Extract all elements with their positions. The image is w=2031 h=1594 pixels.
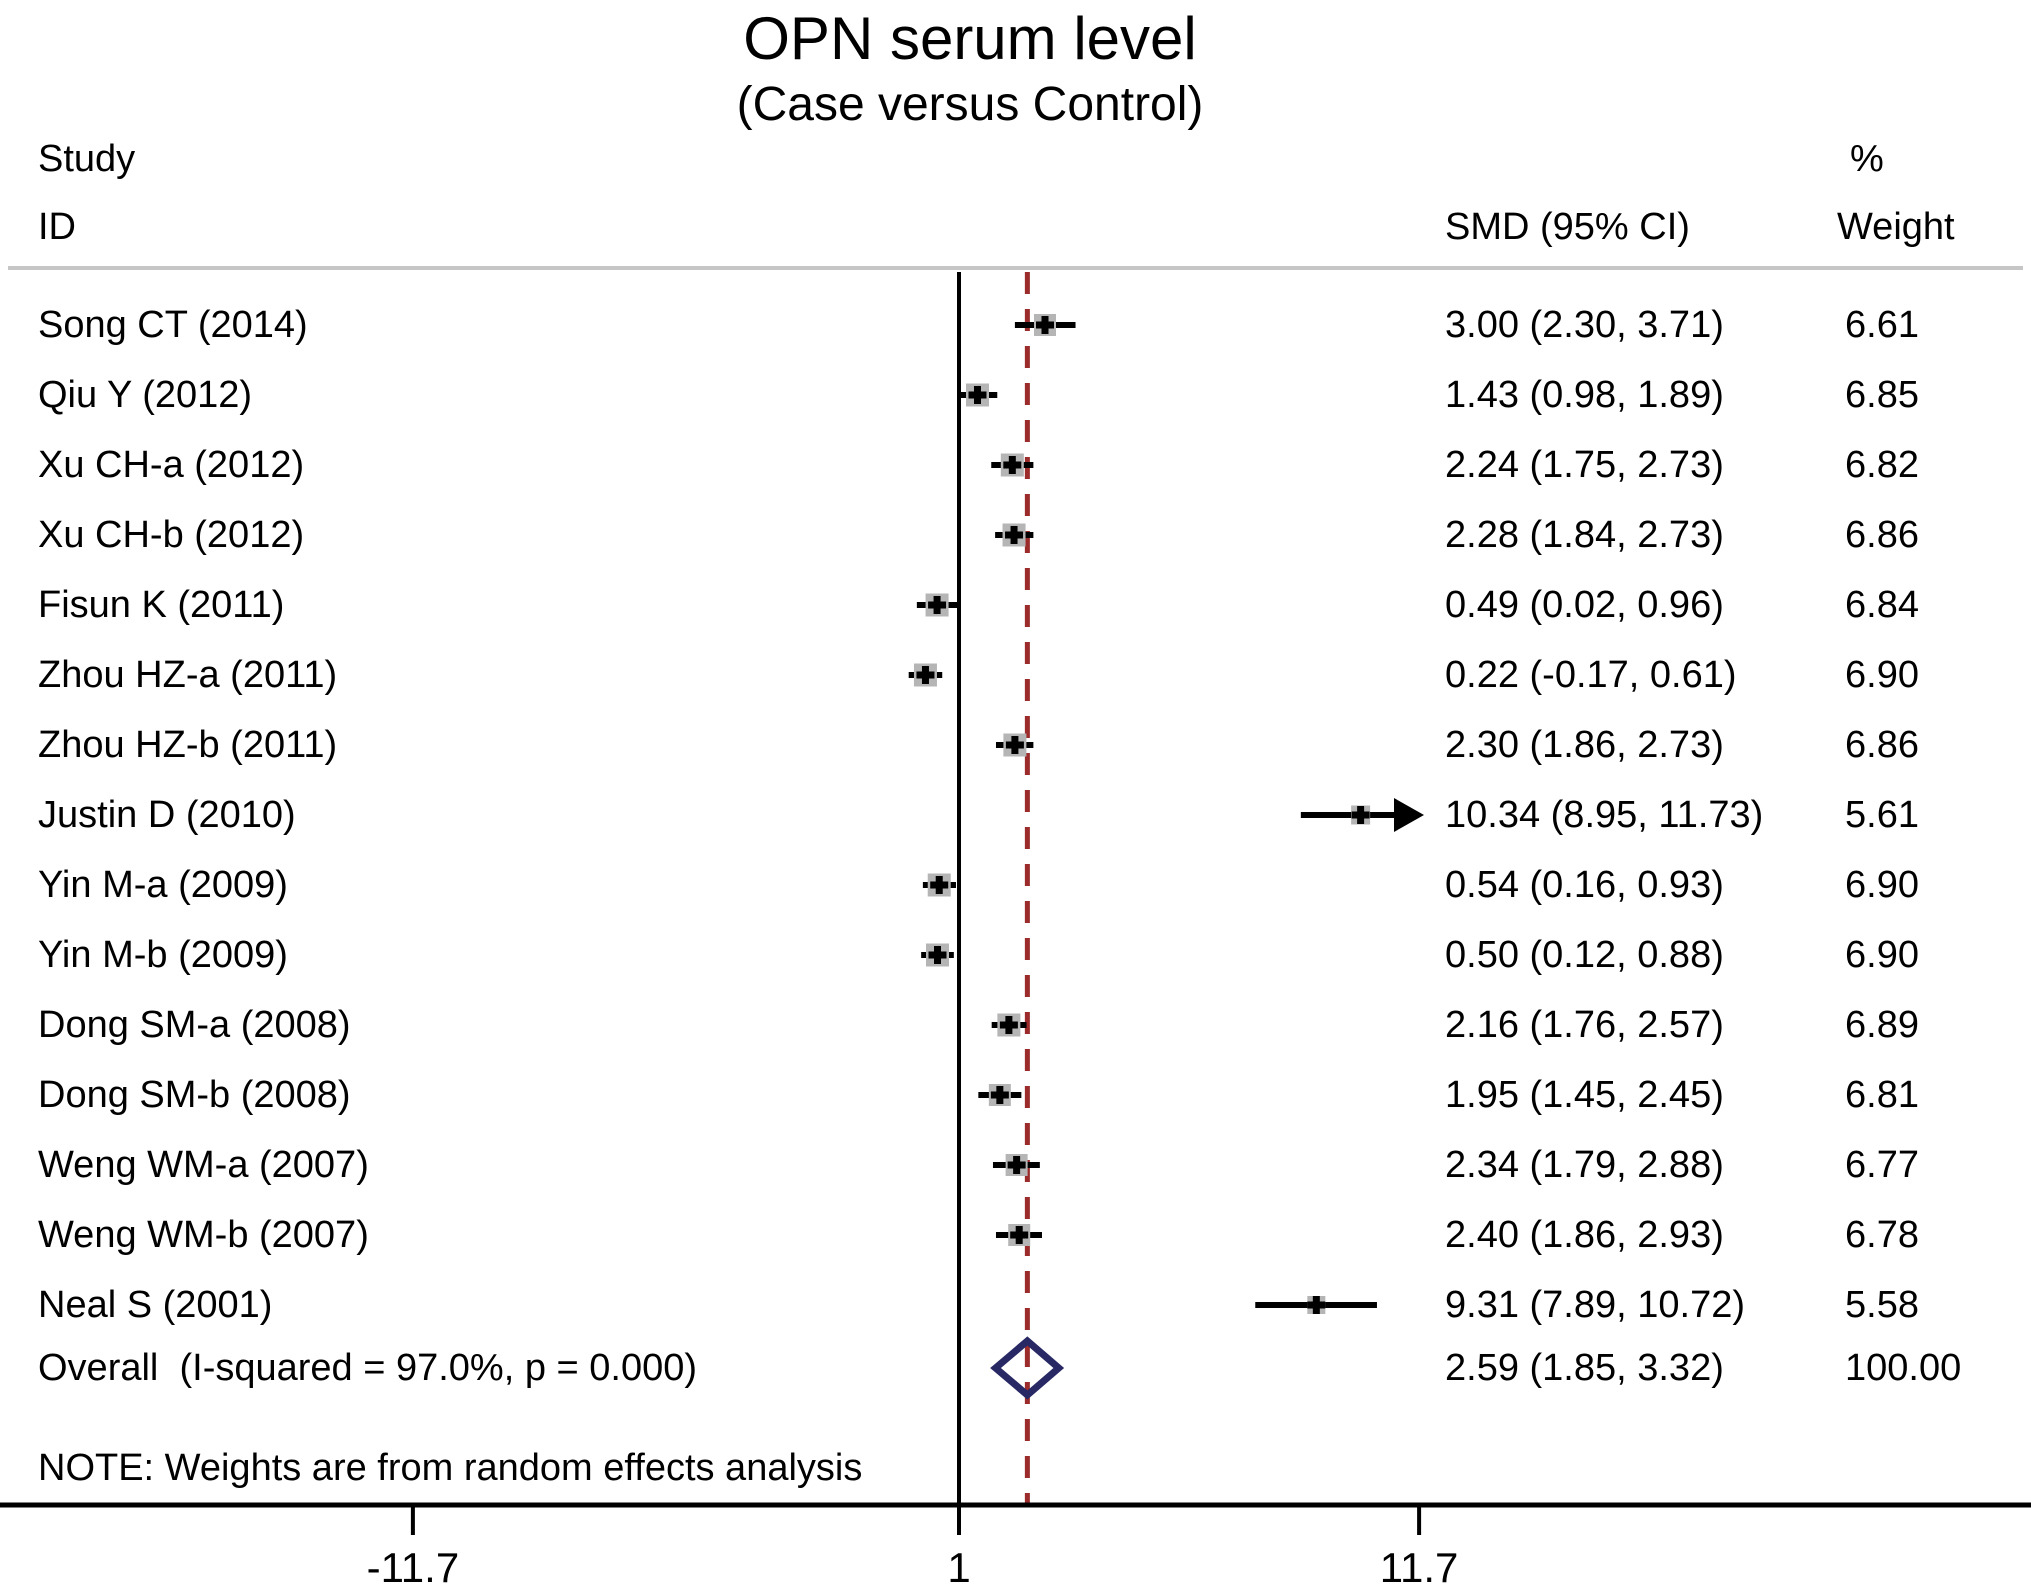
point-estimate-marker: [1010, 526, 1018, 544]
point-estimate-marker: [1015, 1226, 1023, 1244]
study-weight-text: 6.90: [1845, 864, 1919, 906]
study-row-label: Qiu Y (2012): [38, 374, 253, 416]
study-weight-text: 6.82: [1845, 444, 1919, 486]
study-row-label: Yin M-b (2009): [38, 934, 288, 976]
study-weight-text: 6.85: [1845, 374, 1919, 416]
study-smd-text: 0.54 (0.16, 0.93): [1445, 864, 1724, 906]
study-smd-text: 0.49 (0.02, 0.96): [1445, 584, 1724, 626]
study-row-label: Neal S (2001): [38, 1284, 273, 1326]
study-row-label: Xu CH-b (2012): [38, 514, 305, 556]
point-estimate-marker: [935, 876, 943, 894]
study-smd-text: 2.30 (1.86, 2.73): [1445, 724, 1724, 766]
column-header-percent: %: [1850, 138, 1884, 180]
study-weight-text: 6.61: [1845, 304, 1919, 346]
overall-diamond: [990, 1336, 1065, 1400]
column-header-study: Study: [38, 138, 136, 180]
study-row-label: Zhou HZ-a (2011): [38, 654, 338, 696]
study-smd-text: 2.28 (1.84, 2.73): [1445, 514, 1724, 556]
study-row-label: Song CT (2014): [38, 304, 308, 346]
study-smd-text: 3.00 (2.30, 3.71): [1445, 304, 1724, 346]
study-row-label: Weng WM-a (2007): [38, 1144, 369, 1186]
study-smd-text: 2.34 (1.79, 2.88): [1445, 1144, 1724, 1186]
study-smd-text: 9.31 (7.89, 10.72): [1445, 1284, 1745, 1326]
study-smd-text: 2.40 (1.86, 2.93): [1445, 1214, 1724, 1256]
study-row-label: Zhou HZ-b (2011): [38, 724, 338, 766]
study-weight-text: 6.86: [1845, 514, 1919, 556]
study-smd-text: 1.43 (0.98, 1.89): [1445, 374, 1724, 416]
column-header-id: ID: [38, 206, 76, 248]
study-smd-text: 0.50 (0.12, 0.88): [1445, 934, 1724, 976]
point-estimate-marker: [921, 666, 929, 684]
random-effects-note: NOTE: Weights are from random effects an…: [38, 1447, 863, 1489]
point-estimate-marker: [933, 596, 941, 614]
point-estimate-marker: [934, 946, 941, 964]
study-weight-text: 6.77: [1845, 1144, 1919, 1186]
point-estimate-marker: [1041, 316, 1049, 334]
point-estimate-marker: [1008, 456, 1016, 474]
study-smd-text: 10.34 (8.95, 11.73): [1445, 794, 1764, 836]
chart-subtitle: (Case versus Control): [736, 78, 1204, 131]
study-weight-text: 5.58: [1845, 1284, 1919, 1326]
study-weight-text: 6.90: [1845, 654, 1919, 696]
study-smd-text: 2.16 (1.76, 2.57): [1445, 1004, 1724, 1046]
point-estimate-marker: [996, 1086, 1004, 1104]
study-row-label: Xu CH-a (2012): [38, 444, 305, 486]
study-weight-text: 6.86: [1845, 724, 1919, 766]
x-axis-tick-label: 1: [947, 1544, 971, 1591]
study-weight-text: 6.81: [1845, 1074, 1919, 1116]
point-estimate-marker: [1005, 1016, 1013, 1034]
study-weight-text: 6.78: [1845, 1214, 1919, 1256]
study-weight-text: 5.61: [1845, 794, 1919, 836]
study-weight-text: 6.90: [1845, 934, 1919, 976]
study-row-label: Dong SM-a (2008): [38, 1004, 351, 1046]
point-estimate-marker: [1312, 1296, 1320, 1314]
study-row-label: Fisun K (2011): [38, 584, 285, 626]
study-smd-text: 1.95 (1.45, 2.45): [1445, 1074, 1724, 1116]
point-estimate-marker: [1013, 1156, 1021, 1174]
ci-arrow-right: [1394, 798, 1424, 832]
column-header-weight: Weight: [1837, 206, 1955, 248]
study-weight-text: 6.89: [1845, 1004, 1919, 1046]
study-smd-text: 0.22 (-0.17, 0.61): [1445, 654, 1737, 696]
study-smd-text: 2.24 (1.75, 2.73): [1445, 444, 1724, 486]
overall-row-label: Overall (I-squared = 97.0%, p = 0.000): [38, 1347, 698, 1389]
point-estimate-marker: [973, 386, 981, 404]
study-weight-text: 6.84: [1845, 584, 1919, 626]
study-row-label: Weng WM-b (2007): [38, 1214, 369, 1256]
chart-title: OPN serum level: [743, 5, 1197, 72]
column-header-smd: SMD (95% CI): [1445, 206, 1690, 248]
point-estimate-marker: [1357, 806, 1365, 824]
point-estimate-marker: [1011, 736, 1019, 754]
overall-smd-text: 2.59 (1.85, 3.32): [1445, 1347, 1724, 1389]
overall-weight-text: 100.00: [1845, 1347, 1962, 1389]
study-row-label: Dong SM-b (2008): [38, 1074, 351, 1116]
study-row-label: Yin M-a (2009): [38, 864, 288, 906]
x-axis-tick-label: -11.7: [366, 1544, 460, 1591]
study-row-label: Justin D (2010): [38, 794, 296, 836]
x-axis-tick-label: 11.7: [1379, 1544, 1459, 1591]
